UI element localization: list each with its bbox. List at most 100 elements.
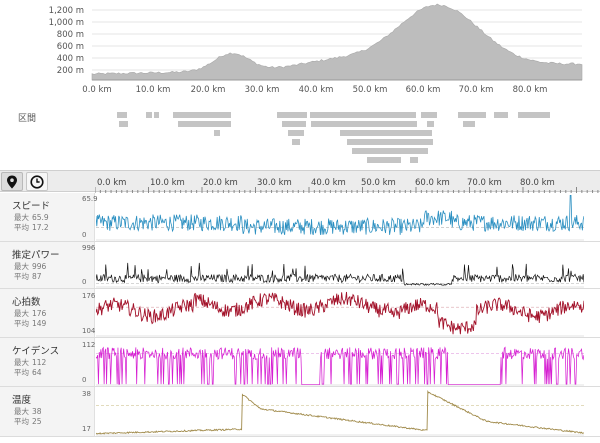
segment-bar[interactable] — [288, 130, 304, 136]
elevation-x-tick: 50.0 km — [353, 85, 388, 95]
segment-bar[interactable] — [367, 157, 401, 163]
metric-row-cadence: ケイデンス 最大 112 平均 64 112 0 — [0, 338, 600, 387]
metric-avg: 平均 25 — [14, 417, 42, 426]
time-mode-button[interactable] — [26, 172, 48, 191]
segment-bar[interactable] — [277, 112, 307, 118]
segment-bar[interactable] — [310, 112, 416, 118]
temperature-trace-plot[interactable] — [96, 387, 584, 436]
metric-max: 最大 176 — [14, 309, 47, 318]
elevation-y-axis: 1,200 m 1,000 m 800 m 600 m 400 m 200 m — [49, 6, 84, 76]
metric-axis-max: 176 — [82, 292, 96, 300]
segment-bar[interactable] — [458, 112, 486, 118]
metric-label-panel: 推定パワー 最大 996 平均 87 996 0 — [0, 242, 95, 288]
power-trace-plot[interactable] — [96, 242, 584, 288]
elevation-x-tick: 80.0 km — [513, 85, 548, 95]
elevation-x-tick: 70.0 km — [459, 85, 494, 95]
segment-bar[interactable] — [427, 121, 434, 127]
heart-rate-trace-plot[interactable] — [96, 289, 584, 337]
cadence-trace-plot[interactable] — [96, 338, 584, 386]
segment-bar[interactable] — [173, 112, 231, 118]
metric-axis-min: 17 — [82, 425, 91, 433]
metric-max: 最大 112 — [14, 358, 47, 367]
segment-bar[interactable] — [292, 139, 300, 145]
distance-x-tick: 0.0 km — [97, 178, 126, 188]
speed-trace-plot[interactable] — [96, 193, 584, 241]
segment-bar[interactable] — [494, 112, 508, 118]
distance-axis: 0.0 km 10.0 km 20.0 km 30.0 km 40.0 km 5… — [95, 178, 599, 193]
distance-x-tick: 40.0 km — [311, 178, 346, 188]
elevation-x-tick: 40.0 km — [299, 85, 334, 95]
metric-name: 心拍数 — [12, 297, 41, 308]
metric-max: 最大 996 — [14, 262, 47, 271]
elevation-y-tick: 200 m — [57, 66, 84, 76]
segment-bar[interactable] — [347, 139, 433, 145]
metric-row-temperature: 温度 最大 38 平均 25 38 17 — [0, 387, 600, 437]
metric-avg: 平均 149 — [14, 319, 47, 328]
metric-label-panel: スピード 最大 65.9 平均 17.2 65.9 0 — [0, 193, 98, 241]
elevation-y-tick: 1,200 m — [49, 6, 84, 16]
segment-bar[interactable] — [311, 121, 417, 127]
metric-max: 最大 38 — [14, 407, 42, 416]
metric-name: 推定パワー — [12, 250, 60, 261]
segment-bar[interactable] — [117, 112, 127, 118]
segments-label: 区間 — [18, 114, 37, 124]
segment-bar[interactable] — [463, 121, 475, 127]
segment-bar[interactable] — [518, 112, 550, 118]
segment-bar[interactable] — [214, 130, 220, 136]
elevation-area — [91, 3, 583, 81]
metric-avg: 平均 87 — [14, 272, 42, 281]
metric-name: スピード — [12, 201, 51, 212]
segment-bar[interactable] — [178, 121, 231, 127]
metric-row-power: 推定パワー 最大 996 平均 87 996 0 — [0, 242, 600, 289]
distance-x-tick: 60.0 km — [415, 178, 450, 188]
segments-lanes — [117, 112, 550, 163]
segment-bar[interactable] — [119, 121, 128, 127]
elevation-x-tick: 60.0 km — [406, 85, 441, 95]
elevation-x-tick: 20.0 km — [191, 85, 226, 95]
segment-bar[interactable] — [340, 130, 432, 136]
segment-bar[interactable] — [146, 112, 152, 118]
metric-label-panel: 心拍数 最大 176 平均 149 176 104 — [0, 289, 95, 337]
metric-axis-min: 104 — [82, 327, 96, 335]
metric-axis-max: 65.9 — [82, 195, 98, 203]
metric-axis-max: 996 — [82, 244, 96, 252]
metric-axis-min: 0 — [82, 231, 87, 239]
distance-x-tick: 20.0 km — [203, 178, 238, 188]
elevation-x-tick: 0.0 km — [82, 85, 111, 95]
metric-axis-max: 112 — [82, 341, 96, 349]
metric-row-speed: スピード 最大 65.9 平均 17.2 65.9 0 — [0, 193, 600, 242]
elevation-x-tick: 10.0 km — [136, 85, 171, 95]
elevation-profile-chart: 1,200 m 1,000 m 800 m 600 m 400 m 200 m … — [49, 3, 583, 95]
elevation-y-tick: 800 m — [57, 30, 84, 40]
metric-avg: 平均 64 — [14, 368, 42, 377]
chart-toolbar: 0.0 km 10.0 km 20.0 km 30.0 km 40.0 km 5… — [0, 170, 600, 193]
elevation-y-tick: 1,000 m — [49, 18, 84, 28]
metric-label-panel: ケイデンス 最大 112 平均 64 112 0 — [0, 338, 95, 386]
clock-icon — [30, 174, 44, 189]
metric-name: ケイデンス — [12, 346, 60, 357]
map-pin-icon — [7, 175, 17, 188]
distance-x-tick: 10.0 km — [150, 178, 185, 188]
metric-axis-max: 38 — [82, 390, 91, 398]
segment-bar[interactable] — [154, 112, 159, 118]
metric-row-hr: 心拍数 最大 176 平均 149 176 104 — [0, 289, 600, 338]
segment-bar[interactable] — [410, 157, 418, 163]
segment-bar[interactable] — [352, 148, 428, 154]
distance-x-tick: 30.0 km — [257, 178, 292, 188]
elevation-y-tick: 400 m — [57, 54, 84, 64]
distance-x-tick: 80.0 km — [520, 178, 555, 188]
segment-bar[interactable] — [421, 112, 437, 118]
metric-axis-min: 0 — [82, 278, 87, 286]
metric-label-panel: 温度 最大 38 平均 25 38 17 — [0, 387, 95, 436]
elevation-x-axis: 0.0 km 10.0 km 20.0 km 30.0 km 40.0 km 5… — [82, 85, 547, 95]
segment-bar[interactable] — [282, 121, 306, 127]
metric-axis-min: 0 — [82, 376, 87, 384]
distance-mode-button[interactable] — [1, 172, 23, 191]
distance-x-tick: 50.0 km — [361, 178, 396, 188]
metric-avg: 平均 17.2 — [14, 223, 49, 232]
elevation-y-tick: 600 m — [57, 42, 84, 52]
elevation-x-tick: 30.0 km — [245, 85, 280, 95]
metric-max: 最大 65.9 — [14, 213, 49, 222]
distance-x-tick: 70.0 km — [467, 178, 502, 188]
metric-name: 温度 — [12, 395, 32, 406]
